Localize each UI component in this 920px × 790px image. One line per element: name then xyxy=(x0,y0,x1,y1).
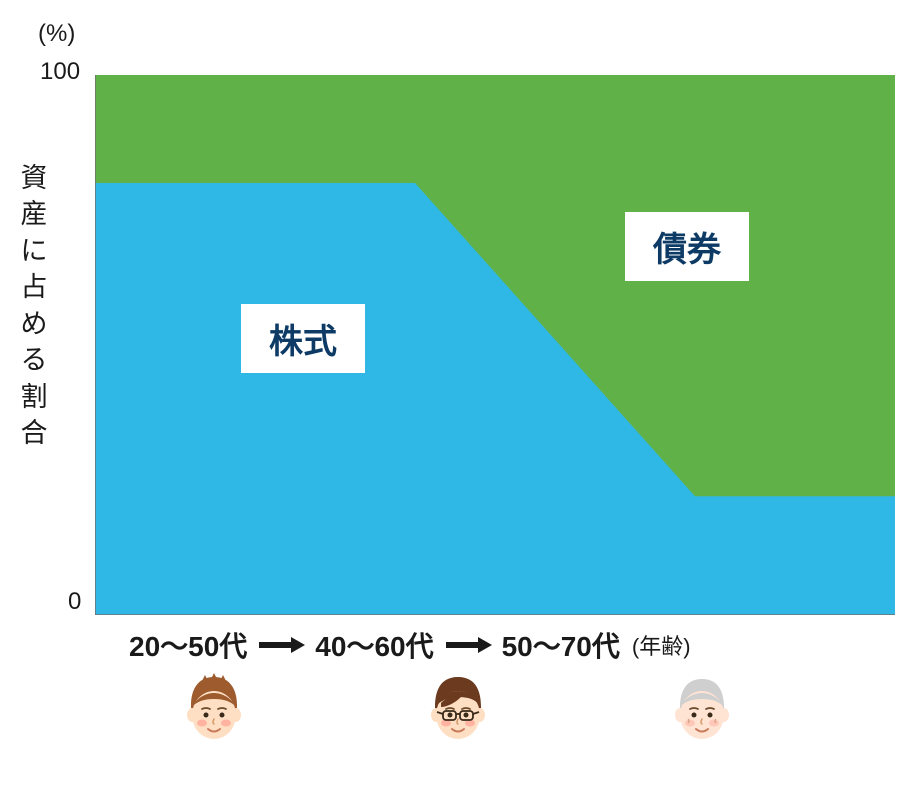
stocks-label-text: 株式 xyxy=(269,323,337,361)
face-old-icon xyxy=(671,673,733,743)
plot-area: 株式 債券 xyxy=(95,75,895,615)
age-group-1: 20～50代 xyxy=(129,625,247,665)
face-middle-icon xyxy=(427,673,489,743)
age-unit: (年齢) xyxy=(632,629,691,661)
stocks-label-box: 株式 xyxy=(239,302,367,375)
asset-allocation-chart: (%) 100 0 資産に占める割合 株式 債券 20～50代 40～60代 5… xyxy=(20,20,900,770)
y-axis-label: 資産に占める割合 xyxy=(20,160,48,452)
bonds-label-box: 債券 xyxy=(623,210,751,283)
age-group-2: 40～60代 xyxy=(315,625,433,665)
arrow-icon xyxy=(257,635,305,655)
x-axis-labels: 20～50代 40～60代 50～70代 (年齢) xyxy=(95,625,895,665)
y-tick-min: 0 xyxy=(68,588,81,616)
area-chart-svg xyxy=(95,75,895,615)
arrow-icon xyxy=(444,635,492,655)
y-tick-max: 100 xyxy=(40,58,80,86)
bonds-label-text: 債券 xyxy=(653,231,721,269)
age-faces-row xyxy=(95,673,895,743)
x-axis: 20～50代 40～60代 50～70代 (年齢) xyxy=(95,625,895,755)
age-group-3: 50～70代 xyxy=(502,625,620,665)
face-young-icon xyxy=(183,673,245,743)
y-unit-label: (%) xyxy=(38,20,75,48)
